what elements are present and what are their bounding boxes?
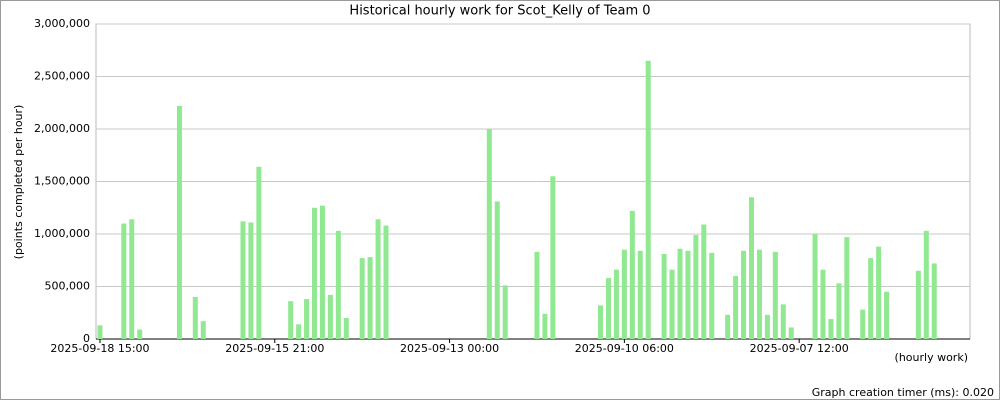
bar	[598, 305, 604, 339]
bar	[661, 253, 667, 339]
bar	[550, 176, 556, 339]
bar	[764, 314, 770, 339]
x-tick-label: 2025-09-13 00:00	[400, 342, 499, 355]
bar	[534, 251, 540, 339]
bar	[319, 205, 325, 339]
bar	[772, 251, 778, 339]
bar	[685, 250, 691, 339]
bar	[915, 270, 921, 339]
bar	[312, 207, 317, 339]
y-tick-label: 3,000,000	[34, 17, 90, 30]
bar	[749, 197, 754, 339]
bar	[304, 299, 310, 339]
bar	[176, 105, 182, 340]
bar	[868, 258, 874, 339]
bar	[884, 291, 890, 339]
bar	[542, 313, 548, 339]
bar	[669, 269, 675, 339]
bar	[820, 269, 826, 339]
bar	[876, 246, 882, 339]
bar	[288, 301, 294, 339]
y-tick-label: 2,500,000	[34, 70, 90, 83]
bar	[931, 263, 937, 339]
bar	[605, 278, 611, 339]
bar	[343, 318, 349, 339]
bar	[240, 221, 246, 339]
bar	[637, 250, 643, 339]
bar	[828, 319, 834, 339]
bar	[367, 257, 373, 339]
bar	[621, 249, 627, 339]
bar	[780, 304, 786, 339]
bar	[200, 321, 206, 339]
bar	[97, 325, 103, 339]
bar	[383, 225, 389, 339]
bar	[502, 285, 508, 339]
bar	[677, 248, 683, 339]
bar	[693, 235, 699, 339]
x-tick-label: 2025-09-15 21:00	[225, 342, 324, 355]
bar	[701, 224, 707, 339]
bar	[335, 230, 341, 339]
bar	[844, 237, 850, 339]
bar	[741, 250, 747, 339]
bar	[923, 230, 929, 339]
bar	[709, 252, 715, 339]
bar	[613, 269, 619, 339]
bar	[645, 60, 651, 339]
bar	[733, 276, 739, 339]
bar	[494, 201, 500, 339]
bar	[486, 129, 492, 339]
y-tick-label: 0	[83, 332, 90, 345]
bar	[327, 294, 333, 339]
y-tick-label: 2,000,000	[34, 122, 90, 135]
x-tick-label: 2025-09-10 06:00	[575, 342, 674, 355]
y-tick-label: 1,500,000	[34, 175, 90, 188]
bar	[121, 223, 127, 339]
bar	[812, 234, 818, 339]
bar	[860, 309, 866, 339]
y-axis-label: (points completed per hour)	[12, 105, 25, 260]
footer: Graph creation timer (ms): 0.020	[812, 386, 994, 399]
x-tick-label: 2025-09-07 12:00	[750, 342, 849, 355]
bar	[129, 219, 135, 339]
bar	[629, 210, 635, 339]
y-tick-label: 500,000	[45, 280, 91, 293]
y-tick-label: 1,000,000	[34, 227, 90, 240]
x-axis-label: (hourly work)	[895, 351, 968, 364]
chart-title: Historical hourly work for Scot_Kelly of…	[349, 4, 650, 19]
bar	[137, 329, 143, 339]
x-tick-label: 2025-09-18 15:00	[50, 342, 149, 355]
bar	[725, 314, 731, 339]
bar	[256, 166, 262, 339]
bar	[836, 283, 842, 339]
bar	[192, 297, 198, 339]
bar	[788, 327, 794, 339]
bar	[756, 249, 762, 339]
bar	[375, 219, 381, 339]
bar	[296, 324, 302, 339]
bar	[248, 222, 254, 339]
bar	[359, 258, 365, 339]
